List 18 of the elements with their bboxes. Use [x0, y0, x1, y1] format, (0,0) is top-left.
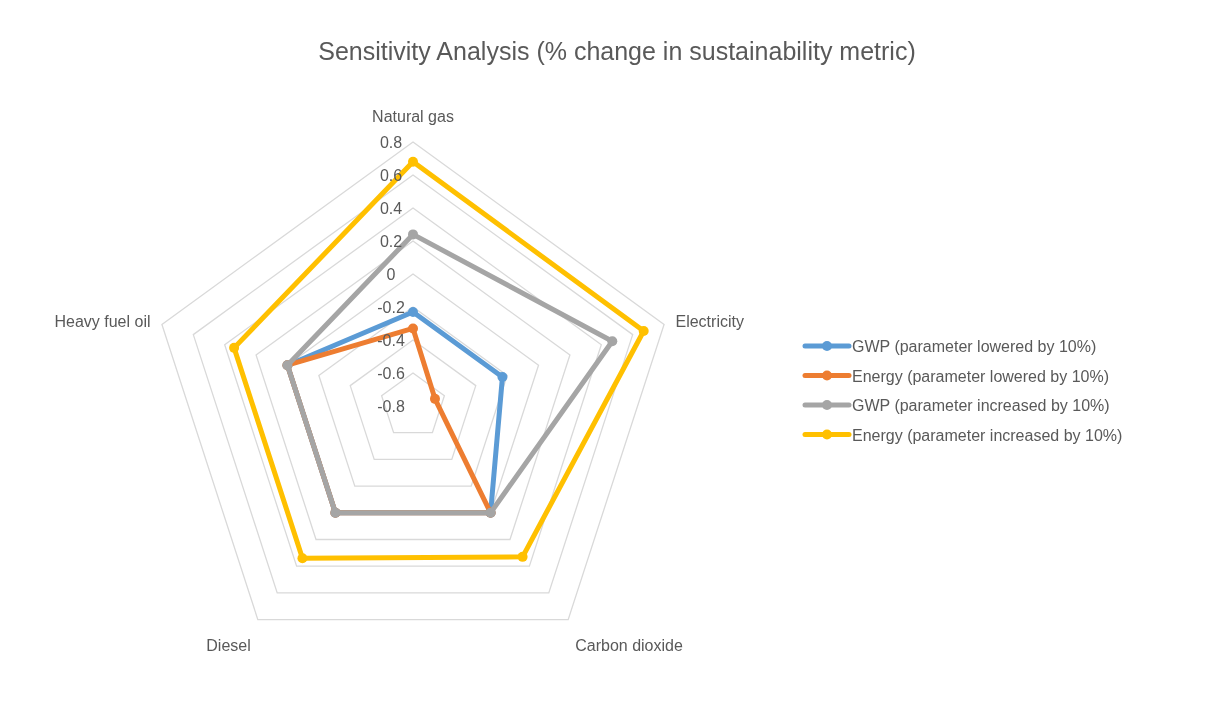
y-tick-label: -0.4: [377, 331, 405, 349]
y-tick-label: 0.4: [379, 199, 403, 217]
y-tick-label: -0.2: [377, 298, 405, 316]
legend-label: GWP (parameter increased by 10%): [852, 397, 1110, 414]
y-tick-label: -0.6: [377, 364, 405, 382]
y-tick-label: 0: [386, 265, 396, 283]
spoke-label: Diesel: [206, 637, 251, 655]
y-tick-label: 0.2: [379, 232, 403, 250]
legend-label: Energy (parameter lowered by 10%): [852, 367, 1110, 385]
legend-label: GWP (parameter lowered by 10%): [852, 338, 1097, 355]
legend-label: Energy (parameter increased by 10%): [852, 426, 1123, 444]
spoke-label: Heavy fuel oil: [54, 312, 151, 330]
spoke-label: Carbon dioxide: [575, 637, 683, 655]
chart-title: Sensitivity Analysis (% change in sustainability metric): [318, 37, 916, 65]
spoke-label: Electricity: [675, 312, 744, 330]
spoke-label: Natural gas: [372, 108, 454, 125]
y-tick-label: -0.8: [377, 397, 405, 415]
y-tick-label: 0.8: [379, 133, 403, 151]
